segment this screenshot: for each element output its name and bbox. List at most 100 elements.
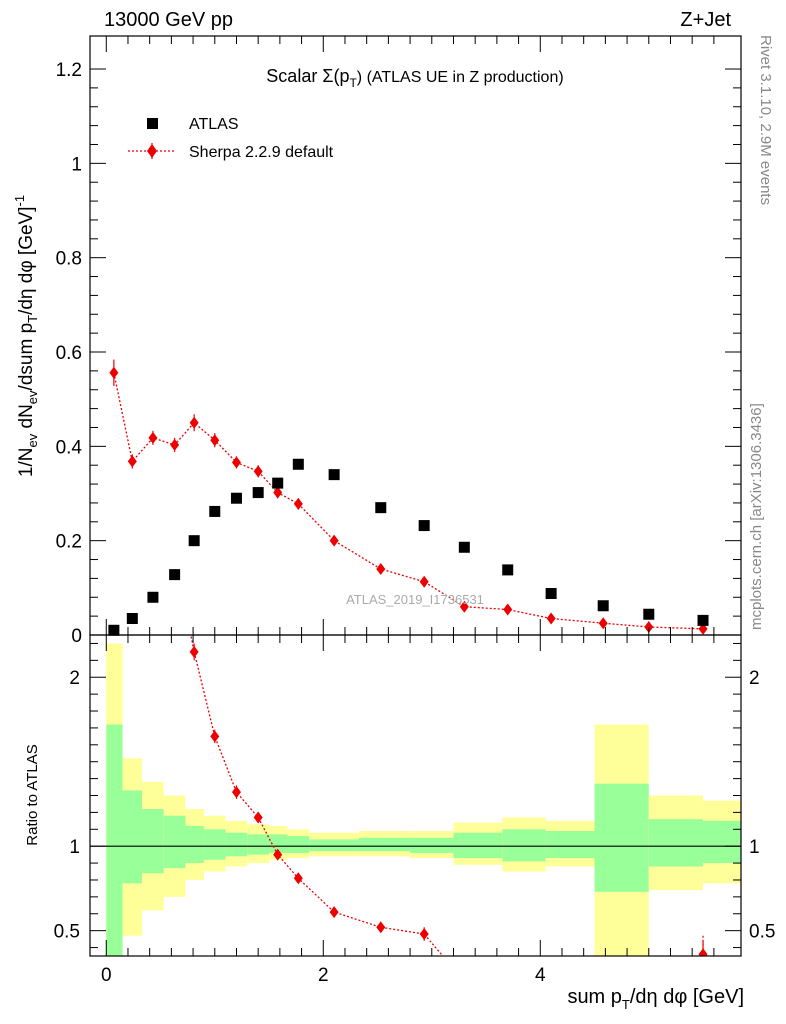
process-label: Z+Jet [680, 9, 731, 31]
ratio-mc-point [231, 786, 241, 799]
data-point [252, 487, 264, 499]
mc-point [376, 562, 386, 575]
ratio-band-inner [287, 836, 310, 853]
ratio-y-axis-label: Ratio to ATLAS [24, 744, 41, 845]
data-point [230, 492, 242, 504]
ratio-band-inner [247, 834, 270, 855]
data-point [147, 591, 159, 603]
ratio-band-inner [359, 837, 411, 852]
mc-point [170, 438, 180, 451]
rivet-label: Rivet 3.1.10, 2.9M events [757, 35, 774, 205]
data-point [272, 477, 284, 489]
ratio-ytick-label: 1 [69, 837, 80, 858]
ratio-ytick-label-right: 0.5 [749, 922, 775, 943]
legend-data-label: ATLAS [189, 116, 239, 133]
ratio-mc-point [210, 730, 220, 743]
mc-point [644, 620, 654, 633]
data-point [458, 541, 470, 553]
data-point [643, 608, 655, 620]
legend-mc-marker [147, 144, 157, 158]
mc-point [189, 416, 199, 429]
mc-point [293, 497, 303, 510]
mc-point [127, 455, 137, 468]
legend-data-marker [147, 118, 158, 129]
x-axis-label: sum pT/dη dφ [GeV] [567, 986, 744, 1012]
ratio-band-inner [502, 829, 546, 862]
ratio-band-inner [185, 825, 204, 864]
main-title: Scalar Σ(pT) (ATLAS UE in Z production) [266, 66, 563, 90]
data-point [188, 535, 200, 547]
ratio-ytick-label: 0.5 [54, 922, 80, 943]
ratio-band-inner [309, 839, 360, 852]
ratio-mc-point [253, 811, 263, 824]
ratio-mc-point [419, 928, 429, 941]
ratio-band-inner [269, 834, 288, 853]
ratio-band-inner [163, 815, 186, 869]
main-ytick-label: 0.6 [56, 343, 82, 364]
mc-point [329, 534, 339, 547]
ratio-band-inner [453, 832, 503, 859]
main-ytick-label: 1.2 [56, 60, 82, 81]
mc-point [210, 434, 220, 447]
data-point [169, 569, 181, 581]
main-ytick-label: 1 [71, 154, 82, 175]
ratio-band-inner [122, 790, 143, 884]
data-point [108, 624, 120, 636]
main-frame [89, 35, 742, 636]
legend: ATLAS Sherpa 2.2.9 default [128, 116, 334, 161]
ratio-band-inner [594, 783, 649, 892]
ratio-band-inner [703, 820, 741, 864]
mc-point [273, 486, 283, 499]
legend-mc-label: Sherpa 2.2.9 default [189, 144, 334, 161]
main-panel: 0 0.2 0.4 0.6 0.8 1 1.2 ATLAS_2019_I1736531 Sc… [12, 35, 742, 647]
ratio-ytick-label-right: 1 [749, 837, 760, 858]
mc-point [598, 617, 608, 630]
ratio-band-inner [106, 724, 123, 956]
ratio-mc-line [190, 635, 444, 956]
data-point [292, 458, 304, 470]
data-point [209, 505, 221, 517]
data-point [375, 502, 387, 514]
mc-point [419, 575, 429, 588]
ratio-xtick-label: 4 [535, 965, 546, 986]
ratio-band-inner [142, 809, 164, 874]
data-point [328, 469, 340, 481]
ratio-mc-point [329, 906, 339, 919]
ratio-mc-point [698, 948, 708, 956]
data-point [502, 564, 514, 576]
ratio-mc-point [189, 645, 199, 658]
ratio-xtick-label: 0 [101, 965, 112, 986]
mc-point [503, 603, 513, 616]
mcplots-label: mcplots.cern.ch [arXiv:1306.3436] [748, 403, 765, 630]
ratio-band-inner [410, 837, 454, 853]
mc-series-line [113, 372, 704, 630]
mc-point [148, 431, 158, 444]
mc-point [459, 600, 469, 613]
ratio-xtick-label: 2 [318, 965, 329, 986]
mc-point [253, 465, 263, 478]
ratio-ytick-label: 2 [69, 668, 80, 689]
ratio-band-inner [225, 832, 248, 857]
ratio-ytick-label-right: 2 [749, 668, 760, 689]
watermark-label: ATLAS_2019_I1736531 [346, 592, 484, 607]
main-ytick-label: 0.4 [56, 437, 83, 458]
data-point [597, 600, 609, 612]
mc-point [546, 612, 556, 625]
ratio-band-inner [648, 819, 704, 867]
mc-point [231, 456, 241, 469]
ratio-panel: 0.5 0.5 1 1 2 2 0 2 4 Ratio to ATLAS sum pT/dη d… [24, 634, 775, 1012]
ratio-band-inner [203, 829, 226, 860]
energy-label: 13000 GeV pp [104, 9, 233, 31]
data-point [126, 612, 138, 624]
ratio-mc-point [273, 848, 283, 861]
ratio-band-inner [545, 830, 595, 859]
main-ytick-label: 0 [71, 626, 82, 647]
data-point [418, 520, 430, 532]
data-point [697, 614, 709, 626]
ratio-mc-point [376, 921, 386, 934]
main-ytick-label: 0.2 [56, 532, 82, 553]
ratio-mc-point [293, 872, 303, 885]
data-point [545, 587, 557, 599]
main-y-axis-label: 1/Nev dNev/dsum pT/dη dφ [GeV]-1 [12, 195, 40, 477]
